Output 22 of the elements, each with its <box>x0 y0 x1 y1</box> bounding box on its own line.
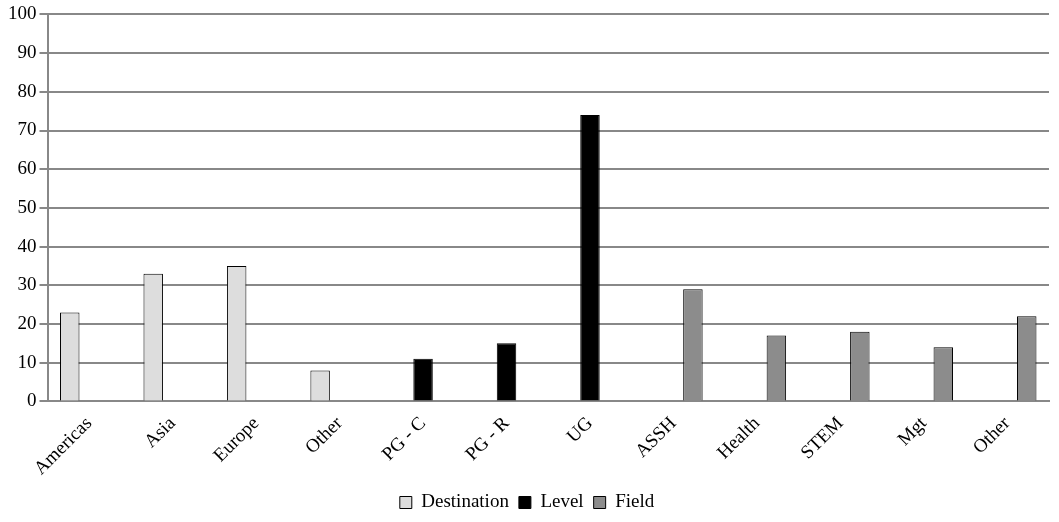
y-tick-label: 60 <box>17 157 37 179</box>
y-tick-label: 80 <box>17 79 37 101</box>
legend-label: Destination <box>421 490 510 512</box>
bar <box>580 115 600 401</box>
legend-label: Field <box>615 490 655 512</box>
y-tick-label: 0 <box>27 389 37 411</box>
y-tick-label: 30 <box>17 273 37 295</box>
y-tick-label: 90 <box>17 41 37 63</box>
y-tick-label: 20 <box>17 311 37 333</box>
x-tick-label: Mgt <box>892 411 931 450</box>
y-tick-label: 100 <box>8 2 37 24</box>
y-tick-label: 40 <box>17 234 37 256</box>
x-tick-label: PG - C <box>377 411 430 465</box>
bar <box>496 343 517 401</box>
bar <box>413 358 433 401</box>
legend-label: Level <box>540 490 584 512</box>
x-tick-label: PG - R <box>460 411 514 465</box>
y-tick-label: 10 <box>17 350 37 372</box>
x-tick-label: UG <box>562 411 597 447</box>
y-tick-label: 70 <box>17 118 37 140</box>
x-tick-label: Asia <box>139 411 180 452</box>
y-tick-label: 50 <box>17 195 37 217</box>
